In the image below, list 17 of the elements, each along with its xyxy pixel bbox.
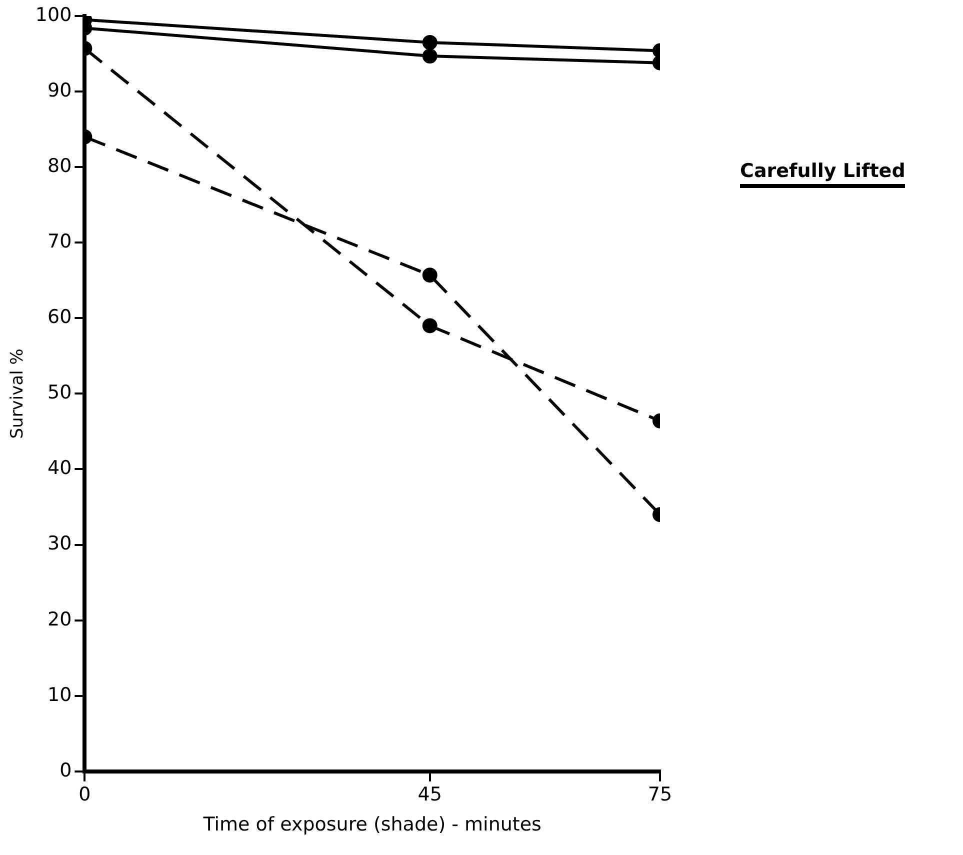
x-tick-label: 75: [648, 784, 672, 806]
text: Carefully Lifted: [740, 160, 906, 188]
y-tick-label: 40: [47, 457, 72, 480]
y-tick-label: 90: [47, 79, 72, 102]
y-tick-label: 50: [47, 382, 72, 404]
y-tick-label: 80: [47, 155, 72, 178]
y-tick-label: 30: [47, 532, 72, 555]
y-tick-label: 20: [47, 608, 72, 630]
x-tick-label: 0: [78, 784, 91, 806]
y-axis-title: Survival %: [8, 348, 28, 439]
y-tick-label: 0: [60, 759, 72, 782]
y-tick-label: 10: [47, 684, 72, 706]
x-tick-label: 45: [418, 784, 442, 806]
y-tick-label: 70: [47, 230, 72, 253]
y-tick-label: 100: [35, 4, 72, 26]
y-tick-label: 60: [47, 306, 72, 328]
x-axis-title: Time of exposure (shade) - minutes: [202, 814, 542, 836]
